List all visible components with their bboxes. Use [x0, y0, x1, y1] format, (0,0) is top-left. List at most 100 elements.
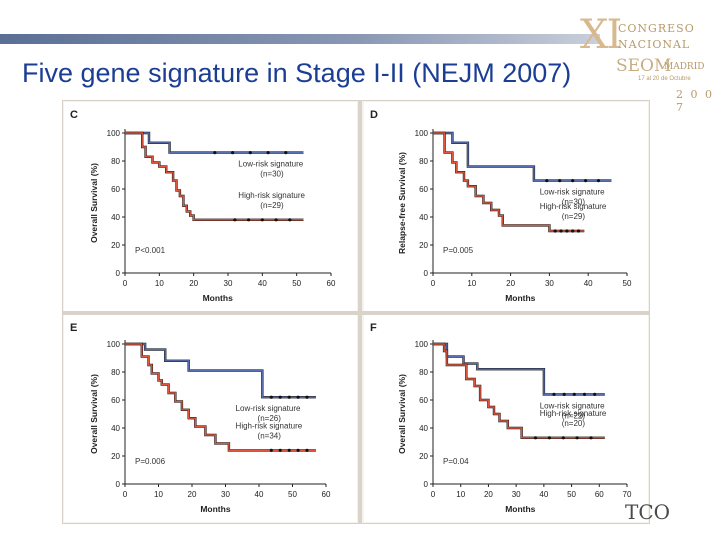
panel-c-x-tick-label: 60: [327, 279, 336, 288]
panel-e-y-tick-label: 60: [111, 396, 120, 405]
panel-f-y-tick-label: 100: [415, 340, 429, 349]
panel-e-low-risk-censor-mark: [278, 395, 282, 399]
logo-line-3: SEOM: [616, 56, 672, 76]
logo-year: 2 0 0 7: [676, 88, 714, 114]
panel-d-low-risk-censor-mark: [545, 179, 549, 183]
panel-c-y-tick-label: 100: [107, 129, 121, 138]
logo-numeral: XI: [580, 12, 622, 58]
panel-e-background: [64, 315, 357, 522]
panel-d-letter: D: [370, 109, 378, 121]
panel-e-x-tick-label: 10: [154, 490, 163, 499]
panel-d-x-axis-label: Months: [505, 293, 535, 303]
panel-e-high-risk-label: High-risk signature: [236, 421, 303, 430]
panel-d-y-tick-label: 40: [419, 213, 428, 222]
panel-f-y-tick-label: 0: [424, 480, 429, 489]
panel-d-background: [364, 102, 648, 311]
panel-c-background: [64, 102, 357, 311]
panel-d-low-risk-n: (n=30): [562, 198, 586, 207]
panel-e-x-tick-label: 30: [221, 490, 230, 499]
footer-logo: TCO: [625, 500, 671, 524]
panel-c-x-tick-label: 40: [258, 279, 267, 288]
panel-e-x-tick-label: 60: [322, 490, 331, 499]
panel-e-high-risk-curve: [125, 343, 316, 452]
panel-c-low-risk-censor-mark: [213, 151, 217, 155]
panel-e-y-axis-label: Overall Survival (%): [89, 374, 99, 454]
panel-d-y-tick-label: 0: [424, 269, 429, 278]
panel-d-y-axis-label: Relapse-free Survival (%): [397, 152, 407, 254]
panel-f-y-tick-label: 60: [419, 396, 428, 405]
panel-d-x-tick-label: 50: [623, 279, 632, 288]
panel-c-high-risk-censor-mark: [274, 218, 278, 222]
panel-c-high-risk-censor-mark: [288, 218, 292, 222]
panel-d-y-tick-label: 60: [419, 185, 428, 194]
logo-line-1: CONGRESO: [618, 22, 695, 35]
panel-d-high-risk-censor-mark: [553, 229, 557, 233]
panel-c-x-tick-label: 50: [292, 279, 301, 288]
panel-f-y-axis-label: Overall Survival (%): [397, 374, 407, 454]
panel-d-low-risk-censor-mark: [596, 179, 601, 183]
panel-c-low-risk-label: Low-risk signature: [238, 160, 303, 169]
panel-d-x-tick-label: 10: [467, 279, 476, 288]
panel-f-x-tick-label: 0: [431, 490, 436, 499]
panel-f-high-risk-censor-mark: [561, 436, 565, 440]
panel-f-high-risk-censor-mark: [533, 436, 538, 440]
panel-c-x-tick-label: 0: [123, 279, 128, 288]
panel-c-high-risk-n: (n=29): [260, 201, 284, 210]
panel-f-x-tick-label: 50: [567, 490, 576, 499]
panel-e-high-risk-censor-mark: [305, 448, 309, 452]
panel-c-high-risk-censor-mark: [260, 218, 264, 222]
panel-e-y-tick-label: 20: [111, 452, 120, 461]
panel-d-low-risk-curve: [433, 132, 612, 182]
panel-c-letter: C: [70, 109, 78, 121]
panel-f-high-risk-n: (n=20): [562, 419, 586, 428]
panel-e-high-risk-censor-mark: [278, 448, 282, 452]
panel-c-p-value: P<0.001: [135, 246, 166, 255]
panel-d-low-risk-censor-mark: [558, 179, 562, 183]
panel-f-low-risk-n: (n=22): [562, 411, 586, 420]
panel-f-high-risk-censor-mark: [575, 436, 579, 440]
panel-f-x-axis-label: Months: [505, 504, 535, 514]
panel-e-letter: E: [70, 322, 77, 334]
logo-dates: 17 al 20 de Octubre: [638, 76, 691, 82]
panel-d-x-tick-label: 40: [584, 279, 593, 288]
panel-e-x-tick-label: 0: [123, 490, 128, 499]
panel-c-y-axis-label: Overall Survival (%): [89, 163, 99, 243]
panel-d-low-risk-censor-mark: [584, 179, 588, 183]
panel-d-x-tick-label: 30: [545, 279, 554, 288]
panel-f-x-tick-label: 40: [539, 490, 548, 499]
logo-city: MADRID: [664, 62, 705, 72]
panel-c-x-tick-label: 10: [155, 279, 164, 288]
header-bar: [0, 34, 600, 44]
panel-f-low-risk-censor-mark: [582, 392, 587, 396]
panel-e-x-tick-label: 40: [255, 490, 264, 499]
panel-f-high-risk-label: High-risk signature: [540, 409, 607, 418]
panel-f-low-risk-censor-mark: [572, 392, 576, 396]
survival-figure: C 0 20 40 60 80 100 0 10 20 30 40 50 60 Months Overall …: [62, 100, 650, 524]
panel-e-low-risk-curve: [125, 343, 316, 398]
panel-f-y-tick-label: 20: [419, 452, 428, 461]
panel-f-x-tick-label: 60: [595, 490, 604, 499]
panel-e-high-risk-censor-mark: [287, 448, 291, 452]
panel-f-letter: F: [370, 322, 377, 334]
panel-e-y-tick-label: 40: [111, 424, 120, 433]
panel-d-low-risk-censor-mark: [571, 179, 575, 183]
slide-title: Five gene signature in Stage I-II (NEJM …: [22, 58, 572, 88]
panel-d-high-risk-n: (n=29): [562, 212, 586, 221]
panel-d-high-risk-censor-mark: [576, 229, 581, 233]
panel-e-low-risk-censor-mark: [296, 395, 300, 399]
panel-c-low-risk-censor-mark: [231, 151, 235, 155]
panel-e-y-tick-label: 100: [107, 340, 121, 349]
panel-c-low-risk-censor-mark: [248, 151, 252, 155]
panel-e-p-value: P=0.006: [135, 457, 166, 466]
panel-e-high-risk-n: (n=34): [258, 431, 282, 440]
panel-c-low-risk-censor-mark: [284, 151, 288, 155]
panel-c-y-tick-label: 60: [111, 185, 120, 194]
panel-c-y-tick-label: 80: [111, 157, 120, 166]
panel-f-x-tick-label: 30: [512, 490, 521, 499]
panel-e-high-risk-censor-mark: [296, 448, 300, 452]
panel-c-y-tick-label: 40: [111, 213, 120, 222]
panel-d-p-value: P=0.005: [443, 246, 474, 255]
panel-f-low-risk-label: Low-risk signature: [540, 401, 605, 410]
panel-f-y-tick-label: 40: [419, 424, 428, 433]
